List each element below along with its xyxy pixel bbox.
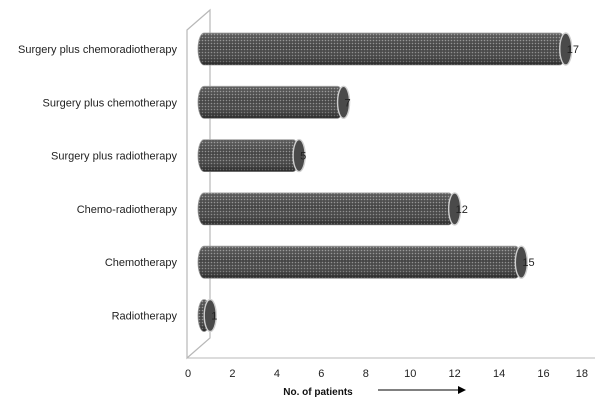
x-tick-label: 18: [576, 368, 588, 380]
data-label: 15: [522, 257, 534, 269]
x-tick-label: 12: [449, 368, 461, 380]
bars-group: 17 7 5 12 15 1: [197, 32, 579, 333]
bar-cap: [203, 298, 217, 333]
bar-5: 15: [197, 245, 535, 279]
x-tick-label: 6: [318, 368, 324, 380]
bar-shading: [198, 86, 344, 119]
x-tick-label: 16: [537, 368, 549, 380]
bar-4: 12: [197, 192, 468, 226]
data-label: 17: [567, 44, 579, 56]
bar-shading: [198, 139, 300, 172]
bar-cap: [447, 192, 462, 226]
x-tick-label: 10: [404, 368, 416, 380]
category-label: Surgery plus radiotherapy: [51, 151, 177, 163]
bar-cap: [514, 245, 529, 279]
x-tick-labels: 0 2 4 6 8 10 12 14 16 18: [185, 368, 588, 380]
category-label: Surgery plus chemoradiotherapy: [18, 44, 177, 56]
bar-1: 17: [197, 32, 579, 66]
back-wall: [186, 8, 211, 360]
bar-shading: [198, 246, 522, 279]
category-label: Chemo-radiotherapy: [77, 204, 178, 216]
bar-cap: [559, 32, 573, 66]
data-label: 5: [300, 151, 306, 163]
x-tick-label: 14: [493, 368, 505, 380]
x-tick-label: 8: [363, 368, 369, 380]
category-label: Surgery plus chemotherapy: [42, 97, 177, 109]
bar-shading: [198, 33, 566, 65]
data-label: 7: [345, 97, 351, 109]
bar-2: 7: [197, 85, 351, 120]
bar-cap: [336, 85, 351, 120]
x-tick-label: 2: [229, 368, 235, 380]
bar-cap: [292, 138, 306, 173]
data-label: 12: [456, 204, 468, 216]
bar-3: 5: [197, 138, 306, 173]
category-labels: Surgery plus chemoradiotherapy Surgery pl…: [18, 44, 177, 323]
data-label: 1: [211, 311, 217, 323]
category-label: Chemotherapy: [105, 257, 178, 269]
bar-shading: [198, 192, 455, 225]
bar-6: 1: [197, 298, 217, 333]
arrow-icon: [378, 386, 466, 394]
x-tick-label: 4: [274, 368, 280, 380]
axis-frame: [186, 8, 595, 360]
x-tick-label: 0: [185, 368, 191, 380]
x-axis-title: No. of patients: [283, 387, 353, 398]
category-label: Radiotherapy: [112, 311, 178, 323]
